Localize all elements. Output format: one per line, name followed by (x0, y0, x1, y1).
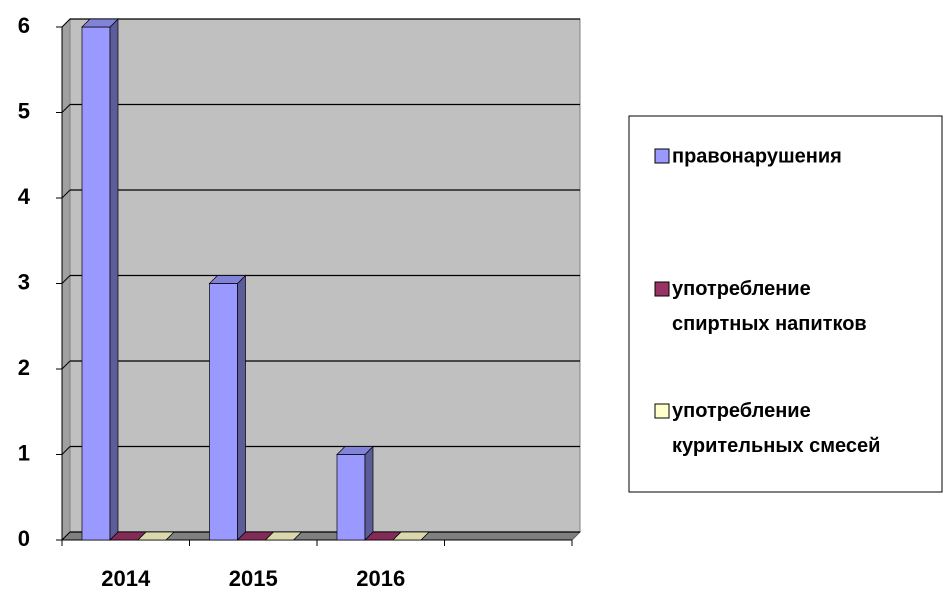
y-tick-label: 2 (18, 355, 30, 380)
y-tick-label: 1 (18, 440, 30, 465)
y-tick-label: 6 (18, 13, 30, 38)
grid-line (61, 18, 71, 28)
legend-label: употребление курительных смесей (672, 400, 880, 457)
bar-front (336, 454, 366, 541)
grid-line (61, 275, 71, 284)
grid-line (61, 531, 71, 541)
legend-swatch (654, 281, 670, 297)
bar-side (237, 274, 246, 541)
bar-top (81, 18, 119, 28)
x-tick-label: 2014 (101, 566, 151, 591)
y-tick-label: 3 (18, 269, 30, 294)
bar-top (264, 531, 303, 541)
bar-top (336, 446, 374, 455)
legend-swatch (654, 148, 670, 164)
grid-line (61, 446, 71, 455)
bar-top (392, 531, 430, 541)
legend-label: употребление спиртных напитков (672, 278, 867, 335)
y-tick-label: 5 (18, 98, 30, 123)
y-tick-label: 0 (18, 526, 30, 551)
x-tick-label: 2016 (356, 566, 405, 591)
legend-label: правонарушения (672, 145, 842, 167)
grid-line (61, 104, 71, 113)
bar-top (208, 275, 247, 284)
grid-line (61, 360, 71, 370)
grid-line (61, 189, 71, 199)
bar-front (81, 26, 111, 541)
x-tick-label: 2015 (229, 566, 278, 591)
y-tick-label: 4 (18, 184, 31, 209)
bar-top (137, 531, 175, 541)
bar-side (364, 445, 374, 541)
bar-side (109, 18, 119, 541)
bar-front (209, 283, 238, 541)
legend-swatch (654, 403, 670, 419)
legend-box (628, 115, 943, 493)
